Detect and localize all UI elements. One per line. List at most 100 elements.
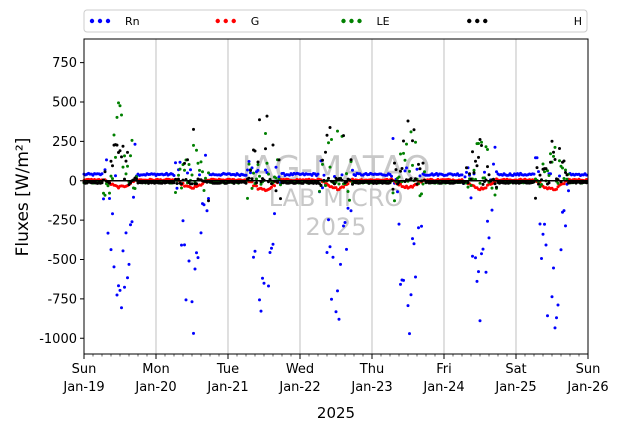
legend-label: H [574, 15, 582, 28]
x-tick-day: Sun [72, 362, 97, 377]
data-point [558, 159, 561, 163]
data-point [127, 262, 131, 266]
data-point [325, 251, 329, 254]
data-point [204, 176, 207, 180]
data-point [405, 142, 408, 146]
data-point [342, 134, 345, 138]
data-point [277, 158, 281, 162]
data-point [562, 159, 566, 163]
data-point [342, 224, 345, 228]
data-point [411, 163, 414, 167]
data-point [190, 173, 194, 177]
data-point [322, 173, 326, 177]
data-point [202, 189, 206, 192]
data-point [108, 191, 111, 195]
data-point [474, 256, 477, 260]
data-point [562, 182, 566, 186]
data-point [259, 309, 263, 313]
data-point [177, 177, 180, 181]
data-point [417, 226, 420, 230]
legend-marker [475, 18, 480, 24]
data-point [124, 159, 128, 163]
data-point [336, 289, 339, 293]
x-tick-day: Wed [286, 362, 314, 377]
data-point [469, 196, 473, 200]
data-point [255, 184, 258, 188]
data-point [321, 158, 324, 162]
data-point [187, 163, 191, 166]
legend-marker [215, 18, 220, 24]
data-point [111, 164, 114, 168]
data-point [342, 185, 345, 189]
data-point [421, 182, 425, 186]
data-point [477, 142, 480, 145]
data-point [121, 144, 125, 148]
data-point [181, 219, 185, 223]
x-tick-date: Jan-25 [494, 380, 536, 395]
data-point [198, 168, 201, 172]
data-point [261, 276, 264, 280]
data-point [111, 212, 114, 216]
data-point [174, 161, 177, 165]
data-point [117, 101, 120, 105]
data-point [478, 319, 482, 323]
y-tick-label: 750 [52, 56, 77, 71]
data-point [562, 209, 566, 213]
data-point [354, 174, 357, 177]
data-point [318, 189, 321, 193]
data-point [546, 169, 549, 173]
data-point [108, 181, 111, 185]
data-point [483, 170, 486, 174]
data-point [334, 186, 338, 190]
x-gridlines [155, 39, 517, 354]
data-point [555, 187, 558, 191]
data-point [556, 303, 560, 307]
y-tick-label: 500 [52, 96, 77, 111]
data-point [538, 185, 542, 189]
data-point [253, 249, 257, 253]
data-point [552, 150, 555, 154]
data-point [114, 174, 117, 178]
data-point [480, 252, 483, 256]
data-point [414, 177, 417, 181]
data-point [403, 169, 407, 173]
legend-marker [105, 18, 111, 24]
watermark-line-3: 2025 [305, 213, 366, 241]
data-point [538, 222, 542, 226]
data-point [418, 174, 422, 178]
data-point [417, 162, 420, 166]
y-tick-label: -1000 [39, 332, 77, 347]
data-point [469, 184, 473, 187]
data-point [495, 170, 498, 174]
data-point [264, 168, 267, 172]
data-point [333, 182, 336, 186]
data-point [327, 218, 330, 222]
data-point [274, 165, 278, 169]
data-point [472, 168, 476, 172]
data-point [486, 219, 489, 223]
data-point [244, 181, 248, 185]
data-point [484, 186, 488, 190]
data-point [126, 150, 129, 154]
data-point [412, 128, 416, 132]
x-axis-label: 2025 [317, 404, 355, 422]
data-point [484, 270, 488, 274]
data-point [406, 119, 410, 123]
data-point [403, 158, 407, 162]
data-point [330, 138, 333, 141]
data-point [201, 170, 204, 174]
data-point [423, 170, 426, 174]
data-point [100, 172, 104, 176]
data-point [484, 145, 488, 149]
data-point [349, 209, 353, 213]
data-point [334, 310, 338, 314]
data-point [493, 182, 497, 186]
data-point [549, 152, 552, 156]
data-point [460, 173, 464, 177]
data-point [256, 168, 260, 172]
data-point [553, 145, 557, 149]
data-point [562, 177, 566, 180]
data-point [543, 170, 546, 174]
legend-label: Rn [125, 15, 140, 28]
data-point [538, 173, 542, 177]
